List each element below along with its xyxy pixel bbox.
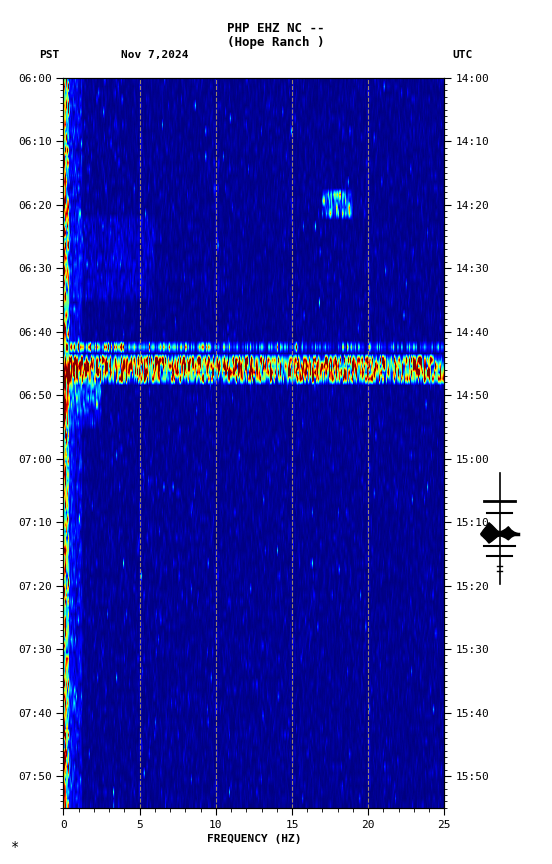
Text: *: * bbox=[11, 840, 19, 854]
X-axis label: FREQUENCY (HZ): FREQUENCY (HZ) bbox=[206, 834, 301, 844]
Text: PHP EHZ NC --: PHP EHZ NC -- bbox=[227, 22, 325, 35]
Text: PST: PST bbox=[39, 50, 59, 60]
Text: UTC: UTC bbox=[453, 50, 473, 60]
Text: Nov 7,2024: Nov 7,2024 bbox=[121, 50, 189, 60]
Text: (Hope Ranch ): (Hope Ranch ) bbox=[227, 36, 325, 49]
